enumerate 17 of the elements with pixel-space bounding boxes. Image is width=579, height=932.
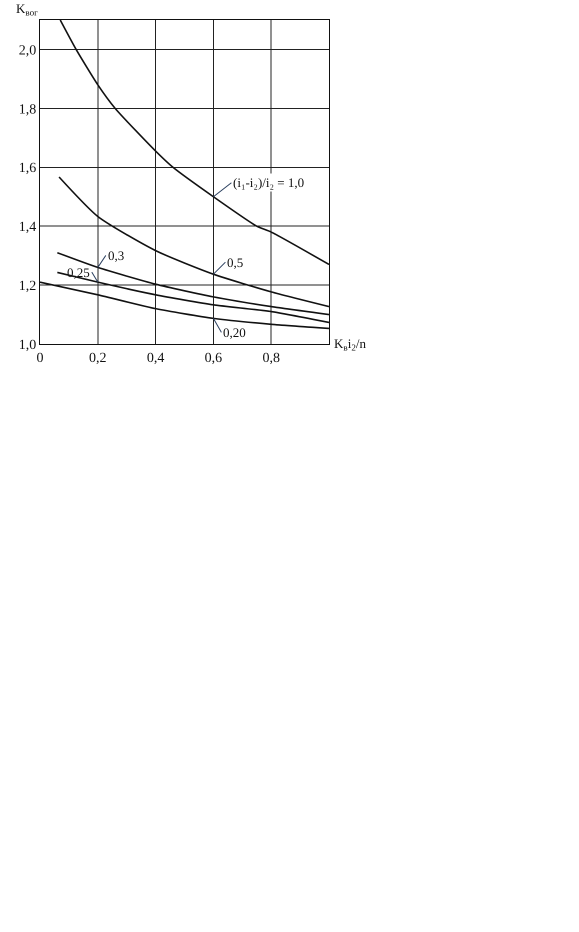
y-tick-label: 1,0 [18, 338, 36, 353]
series-label: 0,5 [227, 255, 244, 270]
y-tick-label: 1,2 [18, 278, 36, 294]
y-tick-label: 2,0 [18, 43, 36, 58]
y-tick-label: 1,4 [18, 220, 36, 236]
y-axis-title: K$_{вог}$ [16, 1, 38, 18]
y-tick-label: 1,8 [18, 102, 36, 118]
x-tick-label: 0,4 [146, 350, 164, 366]
x-tick-label: 0,2 [89, 350, 107, 366]
x-axis-title: K$_{в}$i$_{2}$/n [334, 336, 366, 353]
x-tick-label: 0,8 [262, 350, 280, 366]
series-label: 0,3 [108, 248, 124, 263]
y-tick-label: 1,6 [18, 161, 36, 176]
x-tick-label: 0 [36, 350, 44, 366]
x-tick-label: 0,6 [204, 350, 222, 366]
series-label: (i₁-i₂)/i₂ = 1,0 [233, 175, 304, 190]
series-label: 0,20 [223, 325, 246, 340]
